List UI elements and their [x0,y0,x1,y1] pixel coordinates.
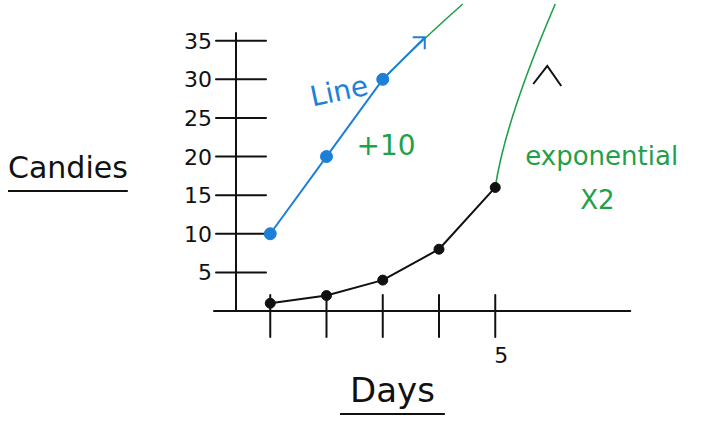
series-label: Line [307,69,371,113]
y-tick [216,156,266,158]
annotation: +10 [357,129,416,162]
y-tick-label: 15 [184,183,212,208]
chart: 5 10 15 20 25 30 35 5 Candies Days Line +10 exponent… [0,0,722,433]
point [378,275,388,285]
y-tick [216,117,266,119]
series-label: exponential [525,141,678,171]
x-axis-title: Days [350,370,435,410]
decor-arrow [533,66,561,86]
y-axis-title: Candies [8,150,128,185]
x-tick [494,295,496,337]
series-line [270,187,495,303]
y-tick [216,40,266,42]
plot-area [264,73,500,308]
y-tick-label: 5 [198,260,212,285]
y-tick-label: 30 [184,67,212,92]
y-tick [216,78,266,80]
annotation: X2 [580,185,614,215]
x-tick [382,295,384,337]
y-tick [216,233,266,235]
x-axis [214,310,630,312]
x-tick-label: 5 [494,343,508,368]
x-tick [326,295,328,337]
decor-curve [383,4,463,79]
y-tick-label: 25 [184,106,212,131]
decor-arrow [383,37,425,79]
point [264,228,276,240]
y-axis [235,33,237,311]
point [377,73,389,85]
y-tick-label: 35 [184,29,212,54]
point [490,182,500,192]
point [321,151,333,163]
y-axis-title-underline [8,190,128,192]
y-tick [216,271,266,273]
point [322,291,332,301]
point [265,298,275,308]
point [434,244,444,254]
y-tick-label: 10 [184,222,212,247]
x-axis-title-underline [340,413,445,415]
y-tick-label: 20 [184,145,212,170]
x-tick [438,295,440,337]
y-tick [216,194,266,196]
